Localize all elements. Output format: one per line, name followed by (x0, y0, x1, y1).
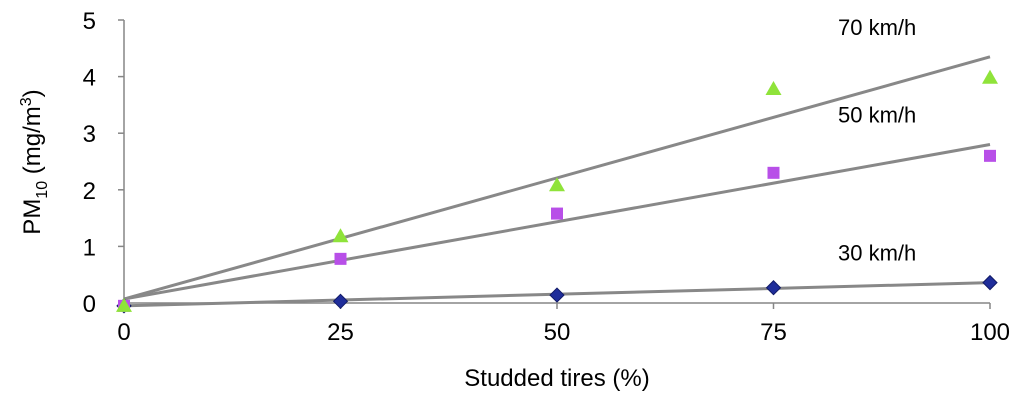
y-tick-label: 5 (83, 8, 96, 35)
point-30-km-h (982, 274, 998, 291)
y-tick-label: 2 (83, 178, 96, 205)
x-tick-label: 0 (117, 319, 130, 346)
x-tick-label: 50 (544, 319, 571, 346)
point-50-km-h (551, 207, 563, 220)
x-axis-title: Studded tires (%) (464, 365, 649, 392)
trendline-50-km-h (123, 143, 991, 301)
point-50-km-h (767, 166, 780, 179)
point-50-km-h (984, 149, 996, 162)
y-axis-title: PM10 (mg/m3) (18, 89, 51, 234)
data-points (116, 69, 998, 314)
series-label-50-km-h: 50 km/h (838, 103, 916, 128)
x-tick-label: 100 (970, 319, 1010, 346)
series-label-70-km-h: 70 km/h (838, 15, 916, 40)
point-30-km-h (765, 280, 782, 296)
x-tick-label: 75 (760, 319, 787, 346)
y-tick-label: 3 (83, 121, 96, 148)
y-tick-label: 1 (83, 234, 96, 261)
point-70-km-h (116, 297, 132, 312)
point-70-km-h (765, 81, 782, 96)
series-labels: 30 km/h 50 km/h 70 km/h (838, 15, 916, 266)
point-70-km-h (549, 177, 565, 192)
point-70-km-h (982, 69, 998, 84)
y-tick-label: 0 (83, 291, 96, 318)
point-30-km-h (549, 287, 565, 303)
y-tick-label: 4 (83, 65, 96, 92)
x-tick-label: 25 (327, 319, 354, 346)
point-70-km-h (332, 228, 349, 243)
point-50-km-h (334, 252, 347, 265)
point-30-km-h (332, 293, 349, 310)
series-label-30-km-h: 30 km/h (838, 241, 916, 266)
